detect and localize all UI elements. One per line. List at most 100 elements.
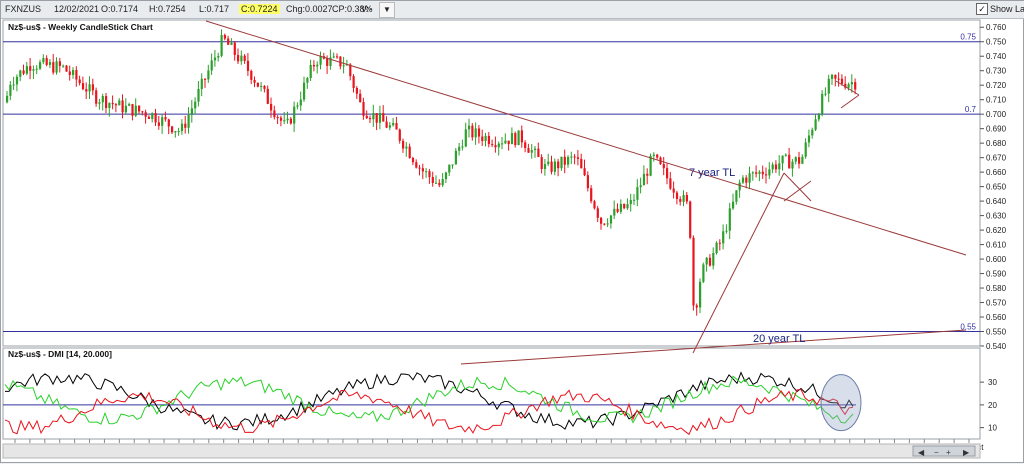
candle-body <box>847 84 850 88</box>
candle-body <box>237 54 240 62</box>
zoom-in-icon[interactable]: + <box>946 448 951 457</box>
candle-body <box>253 79 256 83</box>
candle-body <box>378 113 382 123</box>
candle-body <box>299 99 302 106</box>
candle-body <box>29 66 32 71</box>
candle-body <box>580 158 583 169</box>
price-tick-label: 0.680 <box>986 139 1007 148</box>
candle-body <box>712 252 715 266</box>
price-tick-label: 0.650 <box>986 183 1007 192</box>
trendline <box>783 172 812 202</box>
candle-body <box>352 76 355 88</box>
candle-body <box>814 119 817 130</box>
price-tick-label: 0.610 <box>986 241 1007 250</box>
candle-body <box>652 154 655 156</box>
candle-body <box>213 57 217 61</box>
candle-body <box>114 104 118 106</box>
highlight-ellipse <box>820 374 862 432</box>
price-tick-label: 0.540 <box>986 342 1007 351</box>
candle-body <box>603 223 606 225</box>
candle-body <box>646 173 649 176</box>
candle-body <box>336 56 339 58</box>
candle-body <box>649 155 652 176</box>
candle-body <box>543 164 547 169</box>
candle-body <box>801 156 804 164</box>
candle-body <box>174 131 177 133</box>
scrollbar[interactable] <box>2 443 981 459</box>
candle-body <box>316 64 319 67</box>
candle-body <box>702 264 705 282</box>
candle-body <box>68 71 71 75</box>
price-tick-label: 0.600 <box>986 255 1007 264</box>
price-tick-label: 0.550 <box>986 328 1007 337</box>
candle-body <box>22 70 25 74</box>
candle-body <box>161 117 164 126</box>
candle-body <box>576 157 580 159</box>
trendline <box>835 80 860 96</box>
candle-body <box>613 208 616 216</box>
candle-body <box>180 123 184 132</box>
candle-body <box>510 133 514 145</box>
candle-body <box>768 169 771 176</box>
candle-body <box>514 133 517 146</box>
level-label: 0.55 <box>960 323 976 332</box>
candle-body <box>540 157 543 169</box>
candle-body <box>88 84 91 92</box>
scroll-left-icon[interactable]: ◀ <box>918 448 925 457</box>
candle-body <box>220 35 223 56</box>
candle-body <box>758 171 761 174</box>
candle-body <box>233 42 236 55</box>
candle-body <box>81 83 85 90</box>
zoom-out-icon[interactable]: − <box>934 448 939 457</box>
candle-body <box>256 82 259 87</box>
candle-body <box>570 156 573 158</box>
candle-body <box>431 177 434 183</box>
candle-body <box>840 78 844 84</box>
candle-body <box>395 123 398 130</box>
change-pct-value: CP:0.38% <box>332 4 373 14</box>
level-label: 0.75 <box>960 33 976 42</box>
dropdown-arrow-icon[interactable]: ▼ <box>379 2 395 18</box>
candle-body <box>349 64 352 77</box>
candle-body <box>405 146 408 149</box>
candle-body <box>95 90 98 104</box>
candle-body <box>128 104 131 106</box>
candle-body <box>675 192 679 200</box>
candle-body <box>491 144 494 146</box>
candle-body <box>118 100 121 106</box>
candle-body <box>141 111 144 113</box>
candle-body <box>435 182 438 184</box>
price-tick-label: 0.720 <box>986 81 1007 90</box>
candle-body <box>177 131 180 133</box>
candle-body <box>332 56 335 58</box>
candle-body <box>207 70 210 80</box>
candle-body <box>411 158 415 163</box>
candle-body <box>679 199 682 202</box>
price-tick-label: 0.640 <box>986 197 1007 206</box>
candle-body <box>369 118 372 120</box>
candle-body <box>553 161 556 172</box>
candle-body <box>121 100 124 113</box>
candle-body <box>448 164 451 173</box>
dmi-tick-label: 10 <box>988 424 997 433</box>
candle-body <box>854 82 857 90</box>
candle-body <box>484 135 487 142</box>
candle-body <box>418 167 421 169</box>
scrollbar-thumb[interactable] <box>912 445 976 457</box>
candle-body <box>227 38 230 45</box>
candle-body <box>154 113 157 123</box>
candle-body <box>666 168 669 179</box>
scroll-right-icon[interactable]: ▶ <box>963 448 970 457</box>
candle-body <box>642 173 646 186</box>
candle-body <box>590 188 593 202</box>
candle-body <box>402 140 405 149</box>
candle-body <box>342 65 345 67</box>
candle-body <box>263 85 266 89</box>
candle-body <box>62 65 65 67</box>
candle-body <box>728 208 731 231</box>
candle-body <box>550 161 553 172</box>
candle-body <box>319 56 322 65</box>
candle-body <box>741 177 745 183</box>
show-last-checkbox[interactable]: ✓ <box>976 3 988 15</box>
change-value: Chg:0.0027 <box>286 4 333 14</box>
